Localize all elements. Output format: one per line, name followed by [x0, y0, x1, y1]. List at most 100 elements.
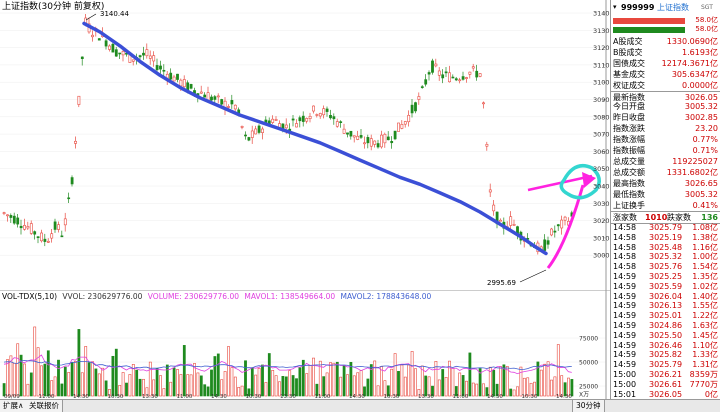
stat-label: 最新指数 — [613, 92, 645, 102]
mavol1-line — [3, 354, 572, 375]
candle-body — [509, 216, 513, 226]
tick-time: 14:59 — [613, 311, 637, 321]
stat-label: 最高指数 — [613, 178, 645, 188]
tick-volume: 1.40亿 — [692, 291, 718, 301]
tick-time: 14:58 — [613, 232, 637, 242]
stat-value: 3005.32 — [684, 189, 718, 199]
volume-bar — [352, 375, 356, 397]
tick-price: 3025.19 — [649, 232, 683, 242]
volume-bars-group — [2, 326, 574, 397]
volume-bar — [36, 347, 40, 397]
candle-body — [437, 70, 441, 76]
tab-extend[interactable]: 扩展∧ — [0, 400, 28, 412]
stat-row: 最高指数 3026.65 — [611, 178, 720, 189]
candle-body — [458, 79, 462, 82]
candle-body — [12, 215, 16, 224]
candlestick-chart[interactable]: 3140 3130 3120 3110 3100 3090 3080 3070 3060 3050… — [0, 0, 610, 290]
tick-price: 3025.76 — [649, 262, 683, 272]
candle-body — [342, 128, 346, 134]
candle-body — [305, 118, 309, 122]
volume-bar — [101, 367, 105, 397]
volume-bar — [373, 360, 377, 397]
volume-bar — [325, 372, 329, 397]
candle-body — [335, 121, 339, 127]
volume-bar — [410, 351, 414, 397]
volume-bar — [570, 379, 574, 397]
candle-body — [373, 140, 377, 145]
stat-label: 最低指数 — [613, 189, 645, 199]
volume-bar — [454, 386, 458, 397]
candle-body — [376, 143, 380, 148]
tick-volume: 0亿 — [704, 389, 718, 399]
volume-bar — [366, 378, 370, 397]
candle-body — [393, 130, 397, 140]
volume-bar — [152, 379, 156, 397]
volume-bar — [295, 378, 298, 397]
volume-bar — [91, 361, 94, 397]
candle-body — [257, 125, 261, 133]
candle-body — [482, 102, 485, 105]
price-tick-label: 3080 — [593, 113, 610, 121]
low-marker-line — [519, 269, 547, 283]
price-tick-label: 3010 — [593, 234, 610, 242]
low-marker-label: 2995.69 — [487, 279, 516, 287]
volume-bar — [77, 329, 81, 397]
price-tick-label: 3040 — [593, 183, 610, 191]
candle-body — [233, 104, 237, 110]
candle-body — [155, 65, 159, 71]
time-tick-label: 14:30 — [211, 394, 227, 400]
dropdown-icon[interactable]: ▾ — [613, 3, 617, 11]
candle-body — [420, 86, 424, 88]
volume-bar — [376, 385, 380, 397]
volume-tick-label: 75000 — [579, 336, 598, 343]
price-tick-label: 3030 — [593, 200, 610, 208]
time-tick-label: 13:30 — [142, 394, 158, 400]
volume-bar — [349, 361, 353, 397]
volume-bar — [114, 348, 118, 397]
volume-bar — [301, 359, 305, 397]
volume-bar — [142, 378, 145, 397]
candle-body — [138, 55, 142, 58]
tick-time: 14:59 — [613, 291, 637, 301]
tick-volume: 1.63亿 — [692, 321, 718, 330]
candle-body — [176, 73, 179, 80]
tick-volume: 1.54亿 — [692, 262, 718, 272]
candle-body — [77, 95, 81, 105]
time-tick-label: 14:30 — [556, 394, 572, 400]
volume-bar — [509, 388, 513, 397]
candle-body — [397, 122, 400, 132]
candle-body — [284, 124, 288, 129]
volume-bar — [478, 368, 482, 397]
tick-row: 14:58 3025.79 1.08亿 — [611, 223, 720, 233]
quote-panel: ▾ 999999 上证指数 SGT 58.0亿 58.0亿 A股成交 1330.0… — [610, 0, 720, 410]
stat-row: 指数振幅 0.71% — [611, 145, 720, 156]
volume-bar — [315, 383, 319, 397]
tick-row: 14:59 3025.50 1.45亿 — [611, 331, 720, 341]
volume-bar — [57, 359, 60, 397]
candle-body — [43, 238, 47, 242]
volume-bar — [199, 375, 203, 397]
tab-related-quotes[interactable]: 关联报价 — [26, 400, 63, 412]
candle-body — [274, 119, 278, 121]
volume-bar — [111, 355, 115, 397]
candle-body — [261, 128, 264, 133]
candle-body — [468, 71, 472, 75]
volume-bar — [19, 354, 23, 397]
volume-bar — [121, 372, 125, 397]
candle-body — [250, 130, 254, 138]
candle-body — [148, 55, 152, 59]
candle-body — [318, 113, 322, 117]
volume-bar — [567, 377, 570, 397]
volume-bar — [80, 372, 84, 397]
candle-body — [512, 224, 516, 226]
tab-period[interactable]: 30分钟 — [572, 400, 605, 412]
candle-body — [97, 38, 101, 41]
candle-body — [414, 102, 417, 112]
tick-row: 14:59 3025.01 1.22亿 — [611, 311, 720, 321]
volume-bar — [335, 361, 339, 397]
price-tick-label: 3120 — [593, 44, 610, 52]
mavol2-value: MAVOL2: 178843648.00 — [340, 292, 432, 301]
chart-background — [0, 0, 610, 290]
tick-time: 14:59 — [613, 360, 637, 370]
